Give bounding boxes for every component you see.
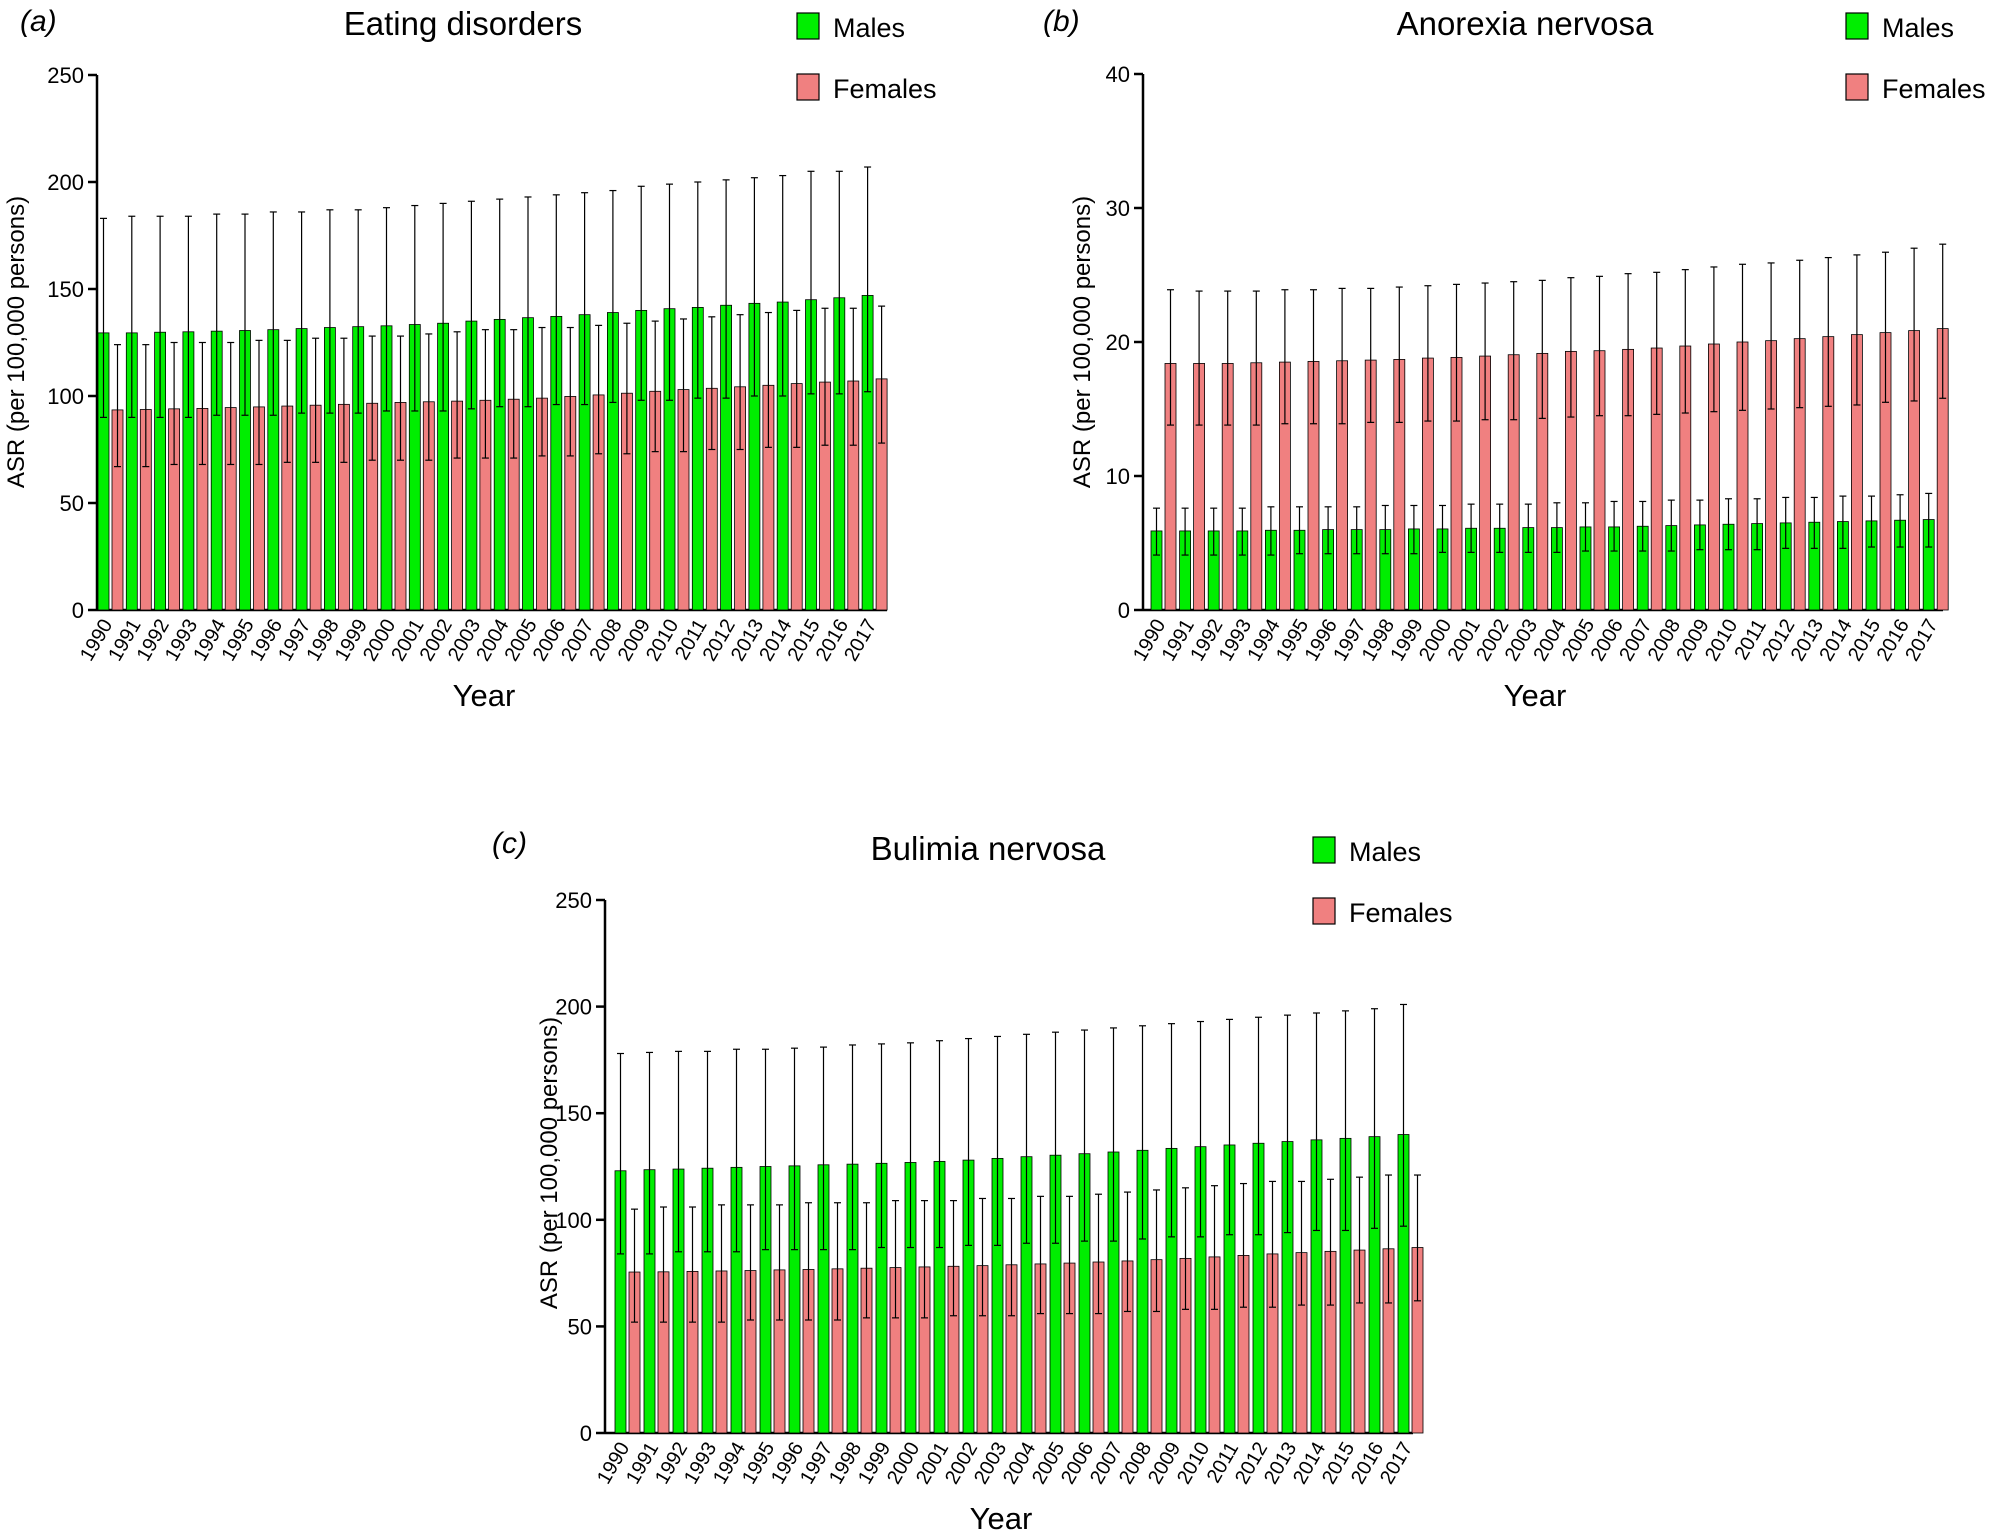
panel-label: (a) xyxy=(20,5,57,38)
y-tick-label: 100 xyxy=(555,1208,592,1233)
y-tick-label: 200 xyxy=(47,170,84,195)
y-tick-label: 50 xyxy=(60,491,84,516)
panel-label: (c) xyxy=(492,827,527,860)
legend-label-males: Males xyxy=(833,13,905,43)
x-axis-label: Year xyxy=(970,1501,1033,1533)
chart-title: Eating disorders xyxy=(344,5,582,42)
chart-panel-a: (a) Eating disorders 0 50 100 150 200 250 ASR (p… xyxy=(3,5,937,713)
y-axis-label: ASR (per 100,000 persons) xyxy=(3,196,30,488)
y-tick-label: 200 xyxy=(555,995,592,1020)
legend-swatch-males xyxy=(796,12,820,40)
y-tick-label: 0 xyxy=(1118,598,1130,623)
y-tick-label: 50 xyxy=(568,1314,592,1339)
y-tick-label: 100 xyxy=(47,384,84,409)
chart-title: Anorexia nervosa xyxy=(1397,5,1654,42)
panel-label: (b) xyxy=(1043,5,1080,38)
y-tick-label: 250 xyxy=(555,888,592,913)
legend-label-males: Males xyxy=(1882,13,1954,43)
legend-label-females: Females xyxy=(1882,74,1986,104)
chart-title: Bulimia nervosa xyxy=(871,830,1106,867)
y-axis-label: ASR (per 100,000 persons) xyxy=(536,1017,563,1309)
legend-label-females: Females xyxy=(1349,898,1453,928)
x-tick-label: 2010 xyxy=(1173,1439,1214,1489)
chart-panel-c: (c) Bulimia nervosa 0 50 100 150 200 250 ASR (pe… xyxy=(492,827,1453,1533)
y-tick-label: 250 xyxy=(47,63,84,88)
y-tick-label: 10 xyxy=(1106,464,1130,489)
legend-label-females: Females xyxy=(833,74,937,104)
legend-swatch-males xyxy=(1845,12,1869,40)
y-tick-label: 0 xyxy=(580,1421,592,1446)
x-axis-label: Year xyxy=(1504,678,1567,713)
y-tick-label: 20 xyxy=(1106,330,1130,355)
y-tick-label: 150 xyxy=(555,1101,592,1126)
x-axis-label: Year xyxy=(453,678,516,713)
y-tick-label: 30 xyxy=(1106,196,1130,221)
x-tick-label: 2017 xyxy=(1376,1439,1417,1489)
legend-label-males: Males xyxy=(1349,837,1421,867)
chart-panel-b: (b) Anorexia nervosa 0 10 20 30 40 ASR (per 100… xyxy=(1043,5,1986,713)
legend-swatch-males xyxy=(1312,836,1336,864)
y-tick-label: 40 xyxy=(1106,62,1130,87)
legend-swatch-females xyxy=(796,73,820,101)
legend-swatch-females xyxy=(1312,897,1336,925)
y-tick-label: 150 xyxy=(47,277,84,302)
y-tick-label: 0 xyxy=(72,598,84,623)
legend-swatch-females xyxy=(1845,73,1869,101)
y-axis-label: ASR (per 100,000 persons) xyxy=(1069,196,1096,488)
